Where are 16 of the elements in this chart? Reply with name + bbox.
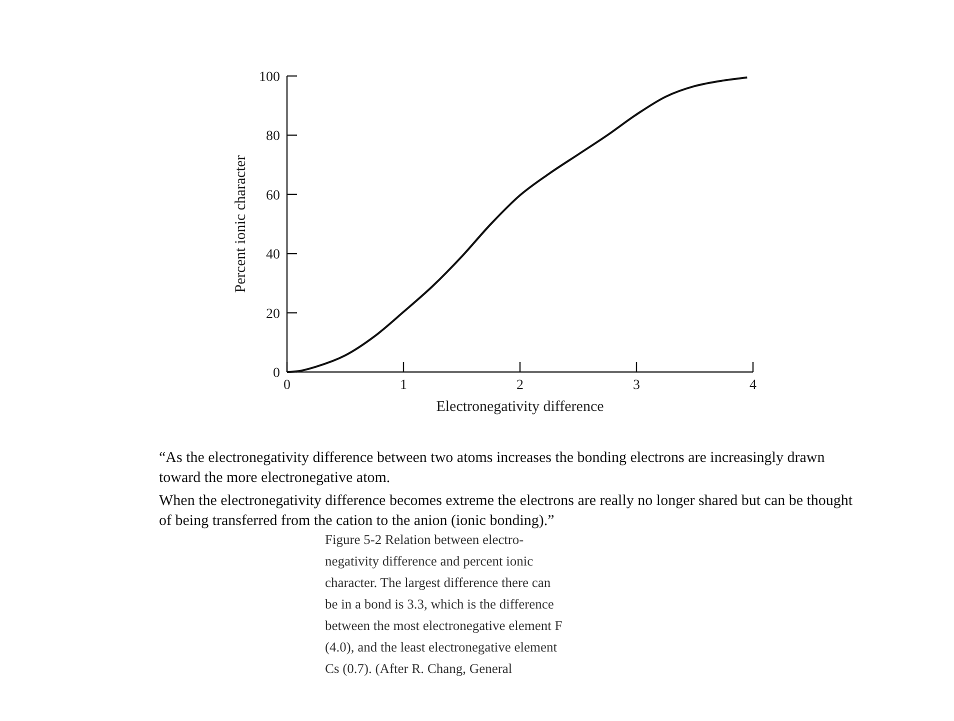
x-tick-label: 2	[516, 378, 524, 393]
y-tick-label: 0	[273, 366, 280, 381]
y-tick-label: 80	[266, 129, 280, 144]
caption: Figure 5-2 Relation between electro- negativity difference and percent ionic character. The largest difference there can be in a bond is 3.3, which is the difference between the most electronegative element F (4.0), and the least electronegative element Cs (0.7). (After R. Chang, General	[325, 532, 563, 676]
x-tick-label: 3	[633, 378, 640, 393]
y-axis-title: Percent ionic character	[233, 155, 249, 293]
x-tick-label: 1	[400, 378, 407, 393]
y-tick-label: 100	[259, 70, 280, 85]
x-tick-label: 0	[284, 378, 290, 393]
y-tick-label: 20	[266, 306, 280, 322]
text: When the electronegativity difference becomes extreme the electrons are really no longer shared but can be thought of being transferred from the cation to the anion (ionic bonding).”	[159, 493, 854, 529]
x-tick-label: 4	[750, 378, 756, 393]
y-tick-label: 40	[266, 248, 280, 263]
text: “As the electronegativity difference between two atoms increases the bonding electrons are increasingly drawn toward the more electronegative atom.	[159, 450, 826, 486]
x-axis-title: Electronegativity difference	[436, 399, 604, 415]
y-tick-label: 60	[266, 188, 280, 204]
